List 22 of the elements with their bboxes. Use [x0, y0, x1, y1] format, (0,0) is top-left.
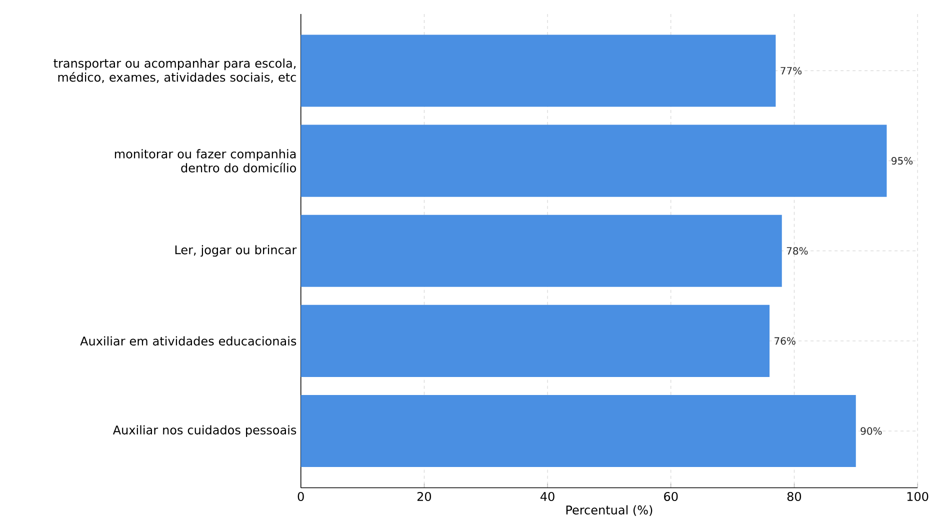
y-tick-label: transportar ou acompanhar para escola, médico, exames, atividades sociais, etc [54, 58, 296, 84]
y-tick-label: Auxiliar nos cuidados pessoais [112, 425, 296, 437]
x-tick-label: 60 [664, 492, 678, 502]
x-tick-label: 0 [298, 492, 304, 502]
data-label: 95% [892, 157, 913, 165]
x-tick-label: 80 [787, 492, 802, 502]
bar [300, 305, 770, 378]
data-label: 78% [786, 247, 808, 255]
bar [300, 34, 776, 107]
data-label: 90% [860, 427, 882, 435]
x-axis-title: Percentual (%) [566, 505, 652, 516]
x-tick-label: 20 [417, 492, 432, 502]
y-tick-label: Auxiliar em atividades educacionais [80, 336, 296, 346]
x-tick-label: 40 [540, 492, 554, 502]
x-tick-label: 100 [907, 492, 928, 502]
bar [300, 395, 856, 468]
bar [300, 214, 782, 288]
bar [300, 124, 887, 197]
y-tick-label: monitorar ou fazer companhia dentro do domicílio [114, 149, 296, 173]
data-label: 76% [774, 337, 796, 345]
y-tick-label: Ler, jogar ou brincar [175, 245, 297, 257]
data-label: 77% [780, 67, 802, 75]
